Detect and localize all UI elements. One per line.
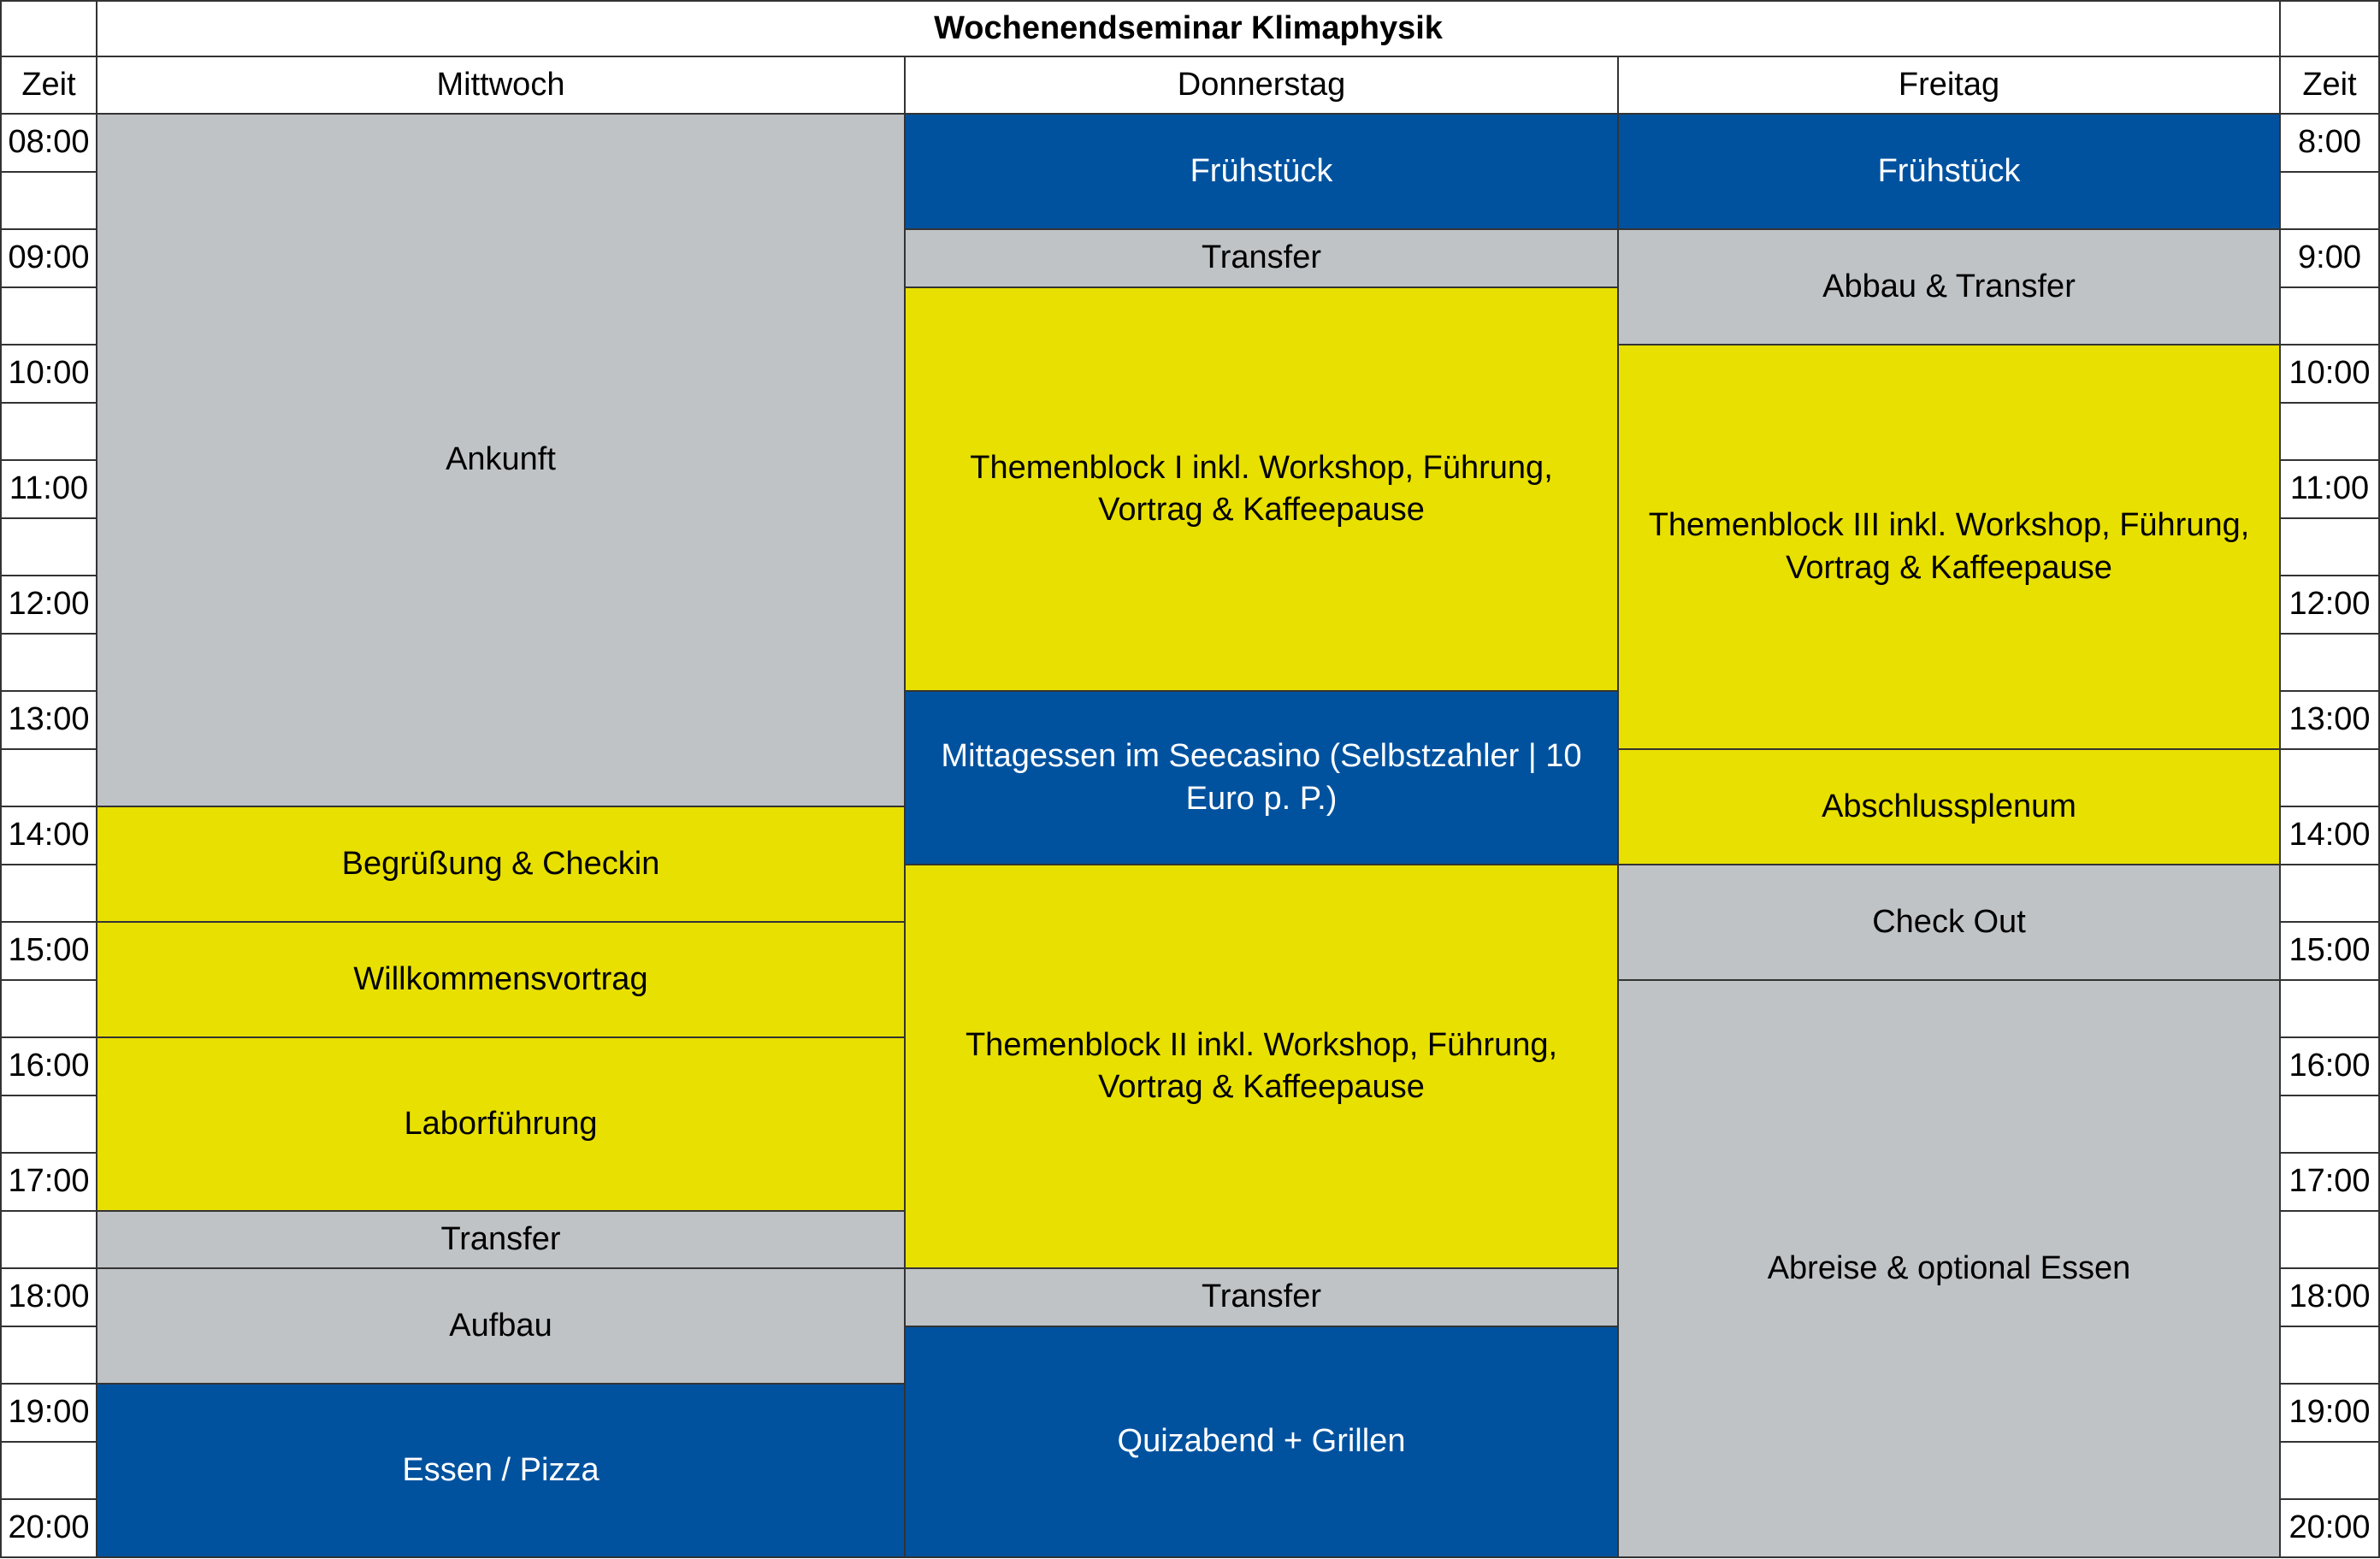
corner-cell-right — [2281, 0, 2380, 57]
event-block-freitag: Abreise & optional Essen — [1619, 981, 2281, 1558]
time-slot-empty-left — [0, 865, 97, 923]
time-label-right: 10:00 — [2281, 345, 2380, 404]
time-label-left: 11:00 — [0, 461, 97, 519]
time-label-left: 10:00 — [0, 345, 97, 404]
time-slot-empty-left — [0, 173, 97, 230]
time-label-right: 20:00 — [2281, 1500, 2380, 1558]
time-slot-empty-right — [2281, 1443, 2380, 1500]
time-label-left: 18:00 — [0, 1269, 97, 1327]
day-header-freitag: Freitag — [1619, 57, 2281, 115]
event-block-mittwoch: Laborführung — [97, 1038, 906, 1212]
time-slot-empty-right — [2281, 173, 2380, 230]
time-label-left: 20:00 — [0, 1500, 97, 1558]
time-label-left: 19:00 — [0, 1385, 97, 1443]
time-slot-empty-right — [2281, 865, 2380, 923]
time-slot-empty-left — [0, 1212, 97, 1269]
time-label-right: 8:00 — [2281, 115, 2380, 173]
event-block-mittwoch: Essen / Pizza — [97, 1385, 906, 1558]
time-label-right: 11:00 — [2281, 461, 2380, 519]
event-block-freitag: Themenblock III inkl. Workshop, Führung,… — [1619, 345, 2281, 750]
time-slot-empty-left — [0, 1443, 97, 1500]
time-slot-empty-right — [2281, 1212, 2380, 1269]
time-label-left: 13:00 — [0, 692, 97, 750]
time-label-left: 14:00 — [0, 807, 97, 865]
time-label-left: 08:00 — [0, 115, 97, 173]
time-slot-empty-right — [2281, 981, 2380, 1038]
event-block-mittwoch: Ankunft — [97, 115, 906, 807]
time-slot-empty-right — [2281, 1327, 2380, 1385]
time-slot-empty-left — [0, 1096, 97, 1154]
time-slot-empty-left — [0, 635, 97, 692]
event-block-freitag: Abbau & Transfer — [1619, 230, 2281, 345]
event-block-donnerstag: Themenblock I inkl. Workshop, Führung, V… — [906, 288, 1619, 692]
time-label-right: 9:00 — [2281, 230, 2380, 288]
time-label-right: 14:00 — [2281, 807, 2380, 865]
time-slot-empty-left — [0, 288, 97, 345]
time-label-right: 16:00 — [2281, 1038, 2380, 1096]
day-header-donnerstag: Donnerstag — [906, 57, 1619, 115]
event-block-donnerstag: Transfer — [906, 1269, 1619, 1327]
event-block-freitag: Check Out — [1619, 865, 2281, 981]
time-label-right: 12:00 — [2281, 576, 2380, 635]
time-header-left: Zeit — [0, 57, 97, 115]
event-block-donnerstag: Themenblock II inkl. Workshop, Führung, … — [906, 865, 1619, 1269]
event-block-mittwoch: Transfer — [97, 1212, 906, 1269]
time-slot-empty-left — [0, 750, 97, 807]
time-slot-empty-left — [0, 404, 97, 461]
event-block-mittwoch: Aufbau — [97, 1269, 906, 1385]
time-label-right: 13:00 — [2281, 692, 2380, 750]
event-block-donnerstag: Mittagessen im Seecasino (Selbstzahler |… — [906, 692, 1619, 865]
time-slot-empty-left — [0, 1327, 97, 1385]
time-slot-empty-left — [0, 519, 97, 576]
schedule-title: Wochenendseminar Klimaphysik — [97, 0, 2281, 57]
time-slot-empty-left — [0, 981, 97, 1038]
event-block-donnerstag: Quizabend + Grillen — [906, 1327, 1619, 1558]
event-block-mittwoch: Begrüßung & Checkin — [97, 807, 906, 923]
event-block-freitag: Abschlussplenum — [1619, 750, 2281, 865]
time-slot-empty-right — [2281, 519, 2380, 576]
time-label-left: 16:00 — [0, 1038, 97, 1096]
time-slot-empty-right — [2281, 635, 2380, 692]
time-slot-empty-right — [2281, 1096, 2380, 1154]
time-label-right: 15:00 — [2281, 923, 2380, 981]
time-header-right: Zeit — [2281, 57, 2380, 115]
time-label-left: 17:00 — [0, 1154, 97, 1212]
event-block-mittwoch: Willkommensvortrag — [97, 923, 906, 1038]
event-block-donnerstag: Frühstück — [906, 115, 1619, 230]
day-header-mittwoch: Mittwoch — [97, 57, 906, 115]
time-slot-empty-right — [2281, 750, 2380, 807]
time-label-left: 09:00 — [0, 230, 97, 288]
event-block-freitag: Frühstück — [1619, 115, 2281, 230]
time-label-left: 15:00 — [0, 923, 97, 981]
event-block-donnerstag: Transfer — [906, 230, 1619, 288]
time-slot-empty-right — [2281, 404, 2380, 461]
time-label-right: 19:00 — [2281, 1385, 2380, 1443]
corner-cell-left — [0, 0, 97, 57]
time-label-right: 17:00 — [2281, 1154, 2380, 1212]
time-slot-empty-right — [2281, 288, 2380, 345]
time-label-right: 18:00 — [2281, 1269, 2380, 1327]
time-label-left: 12:00 — [0, 576, 97, 635]
